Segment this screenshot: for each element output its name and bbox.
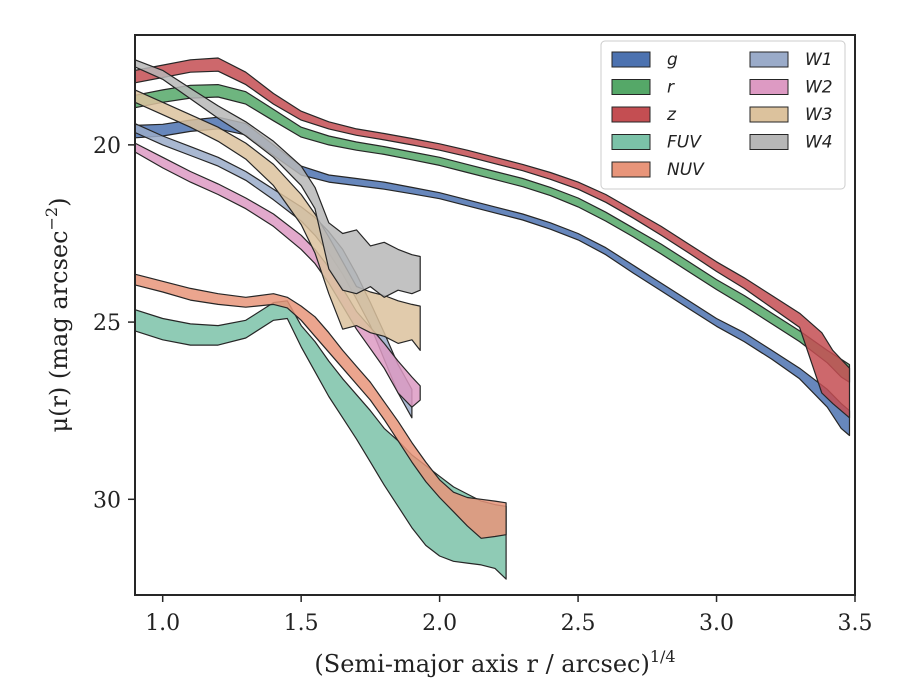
y-tick-label: 30 xyxy=(93,488,121,513)
legend-swatch-z xyxy=(611,106,651,123)
x-tick-label: 2.0 xyxy=(422,611,457,636)
legend-label-g: g xyxy=(667,50,678,70)
y-tick-label: 25 xyxy=(93,311,121,336)
legend-label-nuv: NUV xyxy=(667,160,705,180)
legend-swatch-w1 xyxy=(749,51,789,68)
series-band-fuv xyxy=(134,300,507,580)
x-axis: 1.0 1.5 2.0 2.5 3.0 3.5 xyxy=(145,595,873,636)
y-axis: 20 25 30 xyxy=(93,134,135,513)
series-band-w1 xyxy=(134,123,413,419)
legend-swatch-fuv xyxy=(611,134,651,150)
series-band-g xyxy=(134,116,851,437)
legend-swatch-r xyxy=(611,79,651,95)
x-tick-label: 3.5 xyxy=(838,611,873,636)
series-layer xyxy=(134,57,851,580)
legend: grz FUV NUV W1 W2 W3 W4 xyxy=(600,40,846,190)
x-tick-label: 1.0 xyxy=(145,611,180,636)
legend-label-w1: W1 xyxy=(805,50,833,70)
x-axis-label-exponent: 1/4 xyxy=(650,647,676,666)
legend-label-r: r xyxy=(667,78,675,98)
series-band-w2 xyxy=(134,142,421,408)
legend-swatch-w2 xyxy=(749,79,789,95)
legend-swatch-g xyxy=(611,51,651,68)
x-tick-label: 2.5 xyxy=(561,611,596,636)
legend-label-z: z xyxy=(666,105,677,125)
legend-label-fuv: FUV xyxy=(667,133,702,153)
series-band-nuv xyxy=(134,273,507,539)
y-axis-label-close: ) xyxy=(45,198,73,207)
legend-swatch-w3 xyxy=(749,106,789,123)
legend-label-w4: W4 xyxy=(805,133,833,153)
legend-label-w3: W3 xyxy=(805,105,833,125)
series-band-z xyxy=(134,57,851,419)
legend-label-w2: W2 xyxy=(805,78,833,98)
legend-box xyxy=(600,40,846,190)
y-tick-label: 20 xyxy=(93,134,121,159)
x-tick-label: 1.5 xyxy=(284,611,319,636)
legend-swatch-nuv xyxy=(611,161,651,178)
y-axis-label-text: μ(r) (mag arcsec xyxy=(45,230,73,432)
series-band-w4 xyxy=(134,59,421,298)
legend-swatch-w4 xyxy=(749,134,789,150)
y-axis-label-exponent: −2 xyxy=(42,207,61,231)
plot-frame xyxy=(134,34,856,596)
x-axis-label-text: (Semi-major axis r / arcsec) xyxy=(314,650,649,678)
y-axis-label: μ(r) (mag arcsec−2) xyxy=(42,198,73,433)
x-tick-label: 3.0 xyxy=(699,611,734,636)
x-axis-label: (Semi-major axis r / arcsec)1/4 xyxy=(314,647,675,678)
